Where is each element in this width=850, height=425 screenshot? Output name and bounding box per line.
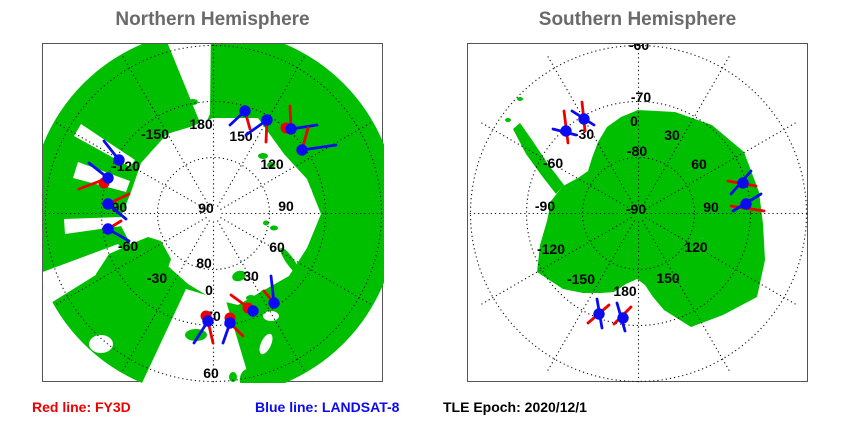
landsat8-position-dot [102,172,114,184]
longitude-label: 30 [664,127,680,143]
landsat8-position-dot [239,105,251,117]
landsat8-position-dot [113,154,125,166]
wrangel-island [188,99,198,105]
landsat8-position-dot [737,177,749,189]
severnaya-zemlya [258,153,268,159]
longitude-label: 150 [229,128,253,144]
longitude-label: 0 [205,282,213,298]
south-satellite-markers [551,100,766,333]
tle-epoch-text: TLE Epoch: 2020/12/1 [443,399,587,415]
baltic-sea-water [259,333,273,355]
antarctic-peninsula [513,123,564,194]
longitude-label: 150 [656,270,680,286]
longitude-label: 60 [269,239,285,255]
bering-strait-water [163,44,211,130]
landsat8-position-dot [578,113,590,125]
north-grid-labels: 180-150-120-90-60-3003060901201509080706… [107,116,294,381]
antarctic-islet [517,97,523,101]
longitude-label: 120 [260,156,284,172]
longitude-label: -60 [543,155,563,171]
north-satellite-markers [77,104,338,345]
longitude-label: 30 [243,268,259,284]
longitude-label: 90 [703,199,719,215]
landsat8-position-dot [740,198,752,210]
latitude-label: 80 [196,255,212,271]
longitude-label: -30 [147,270,167,286]
latitude-label: 60 [203,365,219,381]
longitude-label: -150 [567,271,595,287]
legend-landsat8: Blue line: LANDSAT-8 [255,399,400,415]
longitude-label: 120 [684,239,708,255]
landsat8-position-dot [224,317,236,329]
kara-sea-water [286,186,312,206]
landsat8-position-dot [202,315,214,327]
north-graticule [43,44,384,383]
landsat8-position-dot [285,123,297,135]
landsat8-position-dot [617,312,629,324]
severnaya-zemlya [267,162,275,168]
davis-strait-water [43,244,128,311]
latitude-label: -60 [629,44,649,53]
landsat8-position-dot [296,144,308,156]
franz-josef-land [263,220,269,226]
latitude-circle [100,100,327,327]
latitude-circle [525,100,752,327]
landsat8-position-dot [261,114,273,126]
franz-josef-land [270,225,278,231]
latitude-circle [156,156,271,271]
greenland [96,237,171,336]
landsat8-position-dot [102,223,114,235]
latitude-label: -70 [631,89,651,105]
latitude-circle [581,156,696,271]
landsat8-position-dot [593,308,605,320]
latitude-label: -80 [627,143,647,159]
south-graticule [468,44,809,383]
antarctic-islet [505,118,511,122]
archipelago-channel [64,217,122,234]
longitude-label: -60 [118,238,138,254]
white-sea-water [263,311,279,321]
longitude-label: 90 [278,198,294,214]
landsat8-position-dot [560,125,572,137]
north-map-plot: 180-150-120-90-60-3003060901201509080706… [43,44,384,383]
north-map-title: Northern Hemisphere [115,9,310,30]
svalbard-islet [246,295,256,301]
antarctica [537,110,765,327]
south-map-title: Southern Hemisphere [538,9,737,30]
longitude-label: -120 [537,241,565,257]
landsat8-track-line [300,143,338,152]
hudson-bay-water [89,335,113,353]
south-hemisphere-map: 0 30 60 90 120 150 180 -150 -120 -90 -60 -30 -60 -70 -… [467,43,809,383]
latitude-label: 90 [198,200,214,216]
ireland [229,372,237,382]
longitude-label: -90 [535,198,555,214]
legend-fy3d: Red line: FY3D [32,399,131,415]
longitude-label: 0 [630,113,638,129]
landsat8-position-dot [268,297,280,309]
latitude-label: -90 [626,201,646,217]
north-hemisphere-map: 180 -150 -120 -90 -60 -30 0 30 60 90 120 150 90 80 70 6… [42,43,384,383]
svalbard [232,270,246,282]
landsat8-position-dot [247,305,259,317]
novaya-zemlya [280,247,300,275]
longitude-label: 60 [691,156,707,172]
south-landmass [505,97,765,327]
longitude-label: -30 [574,126,594,142]
longitude-label: -150 [141,126,169,142]
landsat8-position-dot [102,198,114,210]
longitude-label: 180 [189,116,213,132]
longitude-label: 180 [613,283,637,299]
archipelago-channel [73,162,130,192]
